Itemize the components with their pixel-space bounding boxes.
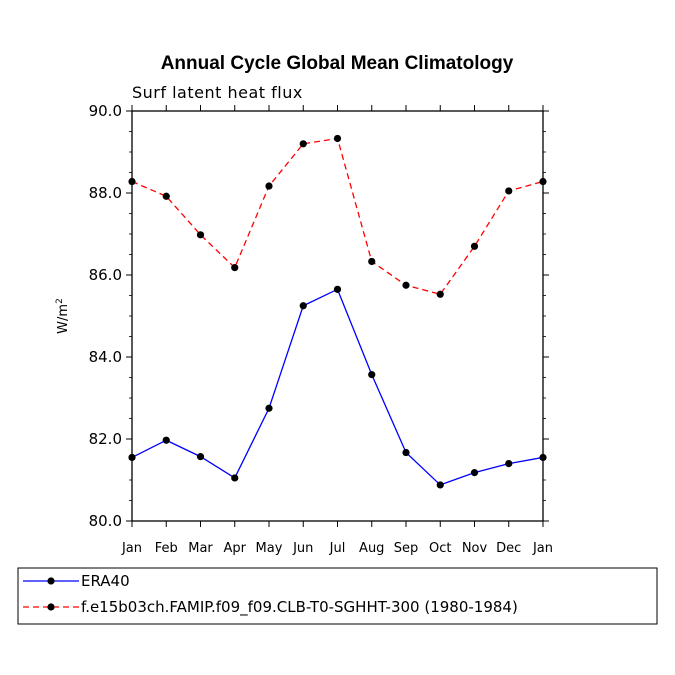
series-1-point bbox=[436, 481, 444, 489]
y-axis-label-text: W/m bbox=[56, 304, 71, 334]
legend-marker-1 bbox=[47, 577, 55, 585]
x-tick-label: Apr bbox=[224, 541, 247, 556]
x-tick-label: Aug bbox=[359, 541, 384, 556]
series-line-1 bbox=[131, 288, 544, 486]
series-2-point bbox=[162, 192, 170, 200]
series-1-point bbox=[368, 371, 376, 379]
x-tick-label: Mar bbox=[188, 541, 213, 556]
series-2-point bbox=[436, 290, 444, 298]
series-2-point bbox=[333, 134, 342, 143]
y-tick-label: 88.0 bbox=[89, 184, 122, 202]
x-tick-label: Jan bbox=[121, 541, 142, 556]
series-2-point bbox=[470, 242, 479, 250]
axes: 80.0 82.0 84.0 86.0 88.0 90.0 Jan Feb Mar Apr May J… bbox=[89, 102, 553, 556]
series-2-point bbox=[299, 140, 307, 148]
series-1-point bbox=[505, 460, 513, 468]
series-2-point bbox=[505, 187, 513, 195]
series-2-point bbox=[128, 177, 136, 186]
series-1-point bbox=[470, 469, 479, 477]
svg-text:W/m2: W/m2 bbox=[55, 298, 71, 334]
series-2-point bbox=[368, 257, 376, 266]
series-1-point bbox=[231, 474, 239, 482]
series-line-2 bbox=[131, 137, 544, 296]
y-tick-label: 84.0 bbox=[89, 348, 122, 366]
legend-label-1: ERA40 bbox=[81, 572, 130, 590]
x-tick-label: Dec bbox=[496, 541, 521, 556]
x-tick-label: Jul bbox=[329, 541, 346, 556]
y-axis-label-superscript: 2 bbox=[55, 298, 65, 304]
plot-frame bbox=[131, 110, 544, 522]
y-axis-label: W/m2 bbox=[55, 298, 71, 334]
x-tick-label: Jan bbox=[532, 541, 553, 556]
series-1-point bbox=[402, 448, 410, 457]
series-1-point bbox=[128, 453, 136, 462]
series-1-point bbox=[162, 436, 170, 444]
y-tick-label: 90.0 bbox=[89, 102, 122, 120]
chart-title: Annual Cycle Global Mean Climatology bbox=[161, 53, 514, 74]
chart-subtitle: Surf latent heat flux bbox=[132, 83, 303, 102]
series-1-point bbox=[539, 453, 547, 462]
series-2-point bbox=[265, 182, 273, 190]
series-2-point bbox=[231, 264, 239, 272]
legend: ERA40 f.e15b03ch.FAMIP.f09_f09.CLB-T0-SGH… bbox=[17, 567, 658, 625]
legend-label-2: f.e15b03ch.FAMIP.f09_f09.CLB-T0-SGHHT-30… bbox=[81, 598, 518, 617]
series-layer bbox=[128, 134, 547, 489]
series-1-point bbox=[299, 302, 307, 310]
series-1-point bbox=[265, 404, 273, 412]
x-tick-label: May bbox=[256, 541, 283, 556]
x-tick-label: Sep bbox=[394, 541, 419, 556]
y-tick-label: 82.0 bbox=[89, 430, 122, 448]
y-tick-label: 80.0 bbox=[89, 512, 122, 530]
series-2-point bbox=[196, 231, 205, 239]
series-1-point bbox=[333, 285, 342, 293]
x-tick-label: Oct bbox=[429, 541, 451, 556]
series-1-point bbox=[196, 453, 205, 461]
legend-marker-2 bbox=[47, 603, 55, 611]
x-tick-label: Jun bbox=[292, 541, 313, 556]
series-2-point bbox=[539, 177, 547, 186]
x-tick-label: Nov bbox=[462, 541, 488, 556]
series-2-point bbox=[402, 281, 410, 289]
legend-box bbox=[17, 567, 658, 625]
x-tick-label: Feb bbox=[155, 541, 178, 556]
y-tick-label: 86.0 bbox=[89, 266, 122, 284]
